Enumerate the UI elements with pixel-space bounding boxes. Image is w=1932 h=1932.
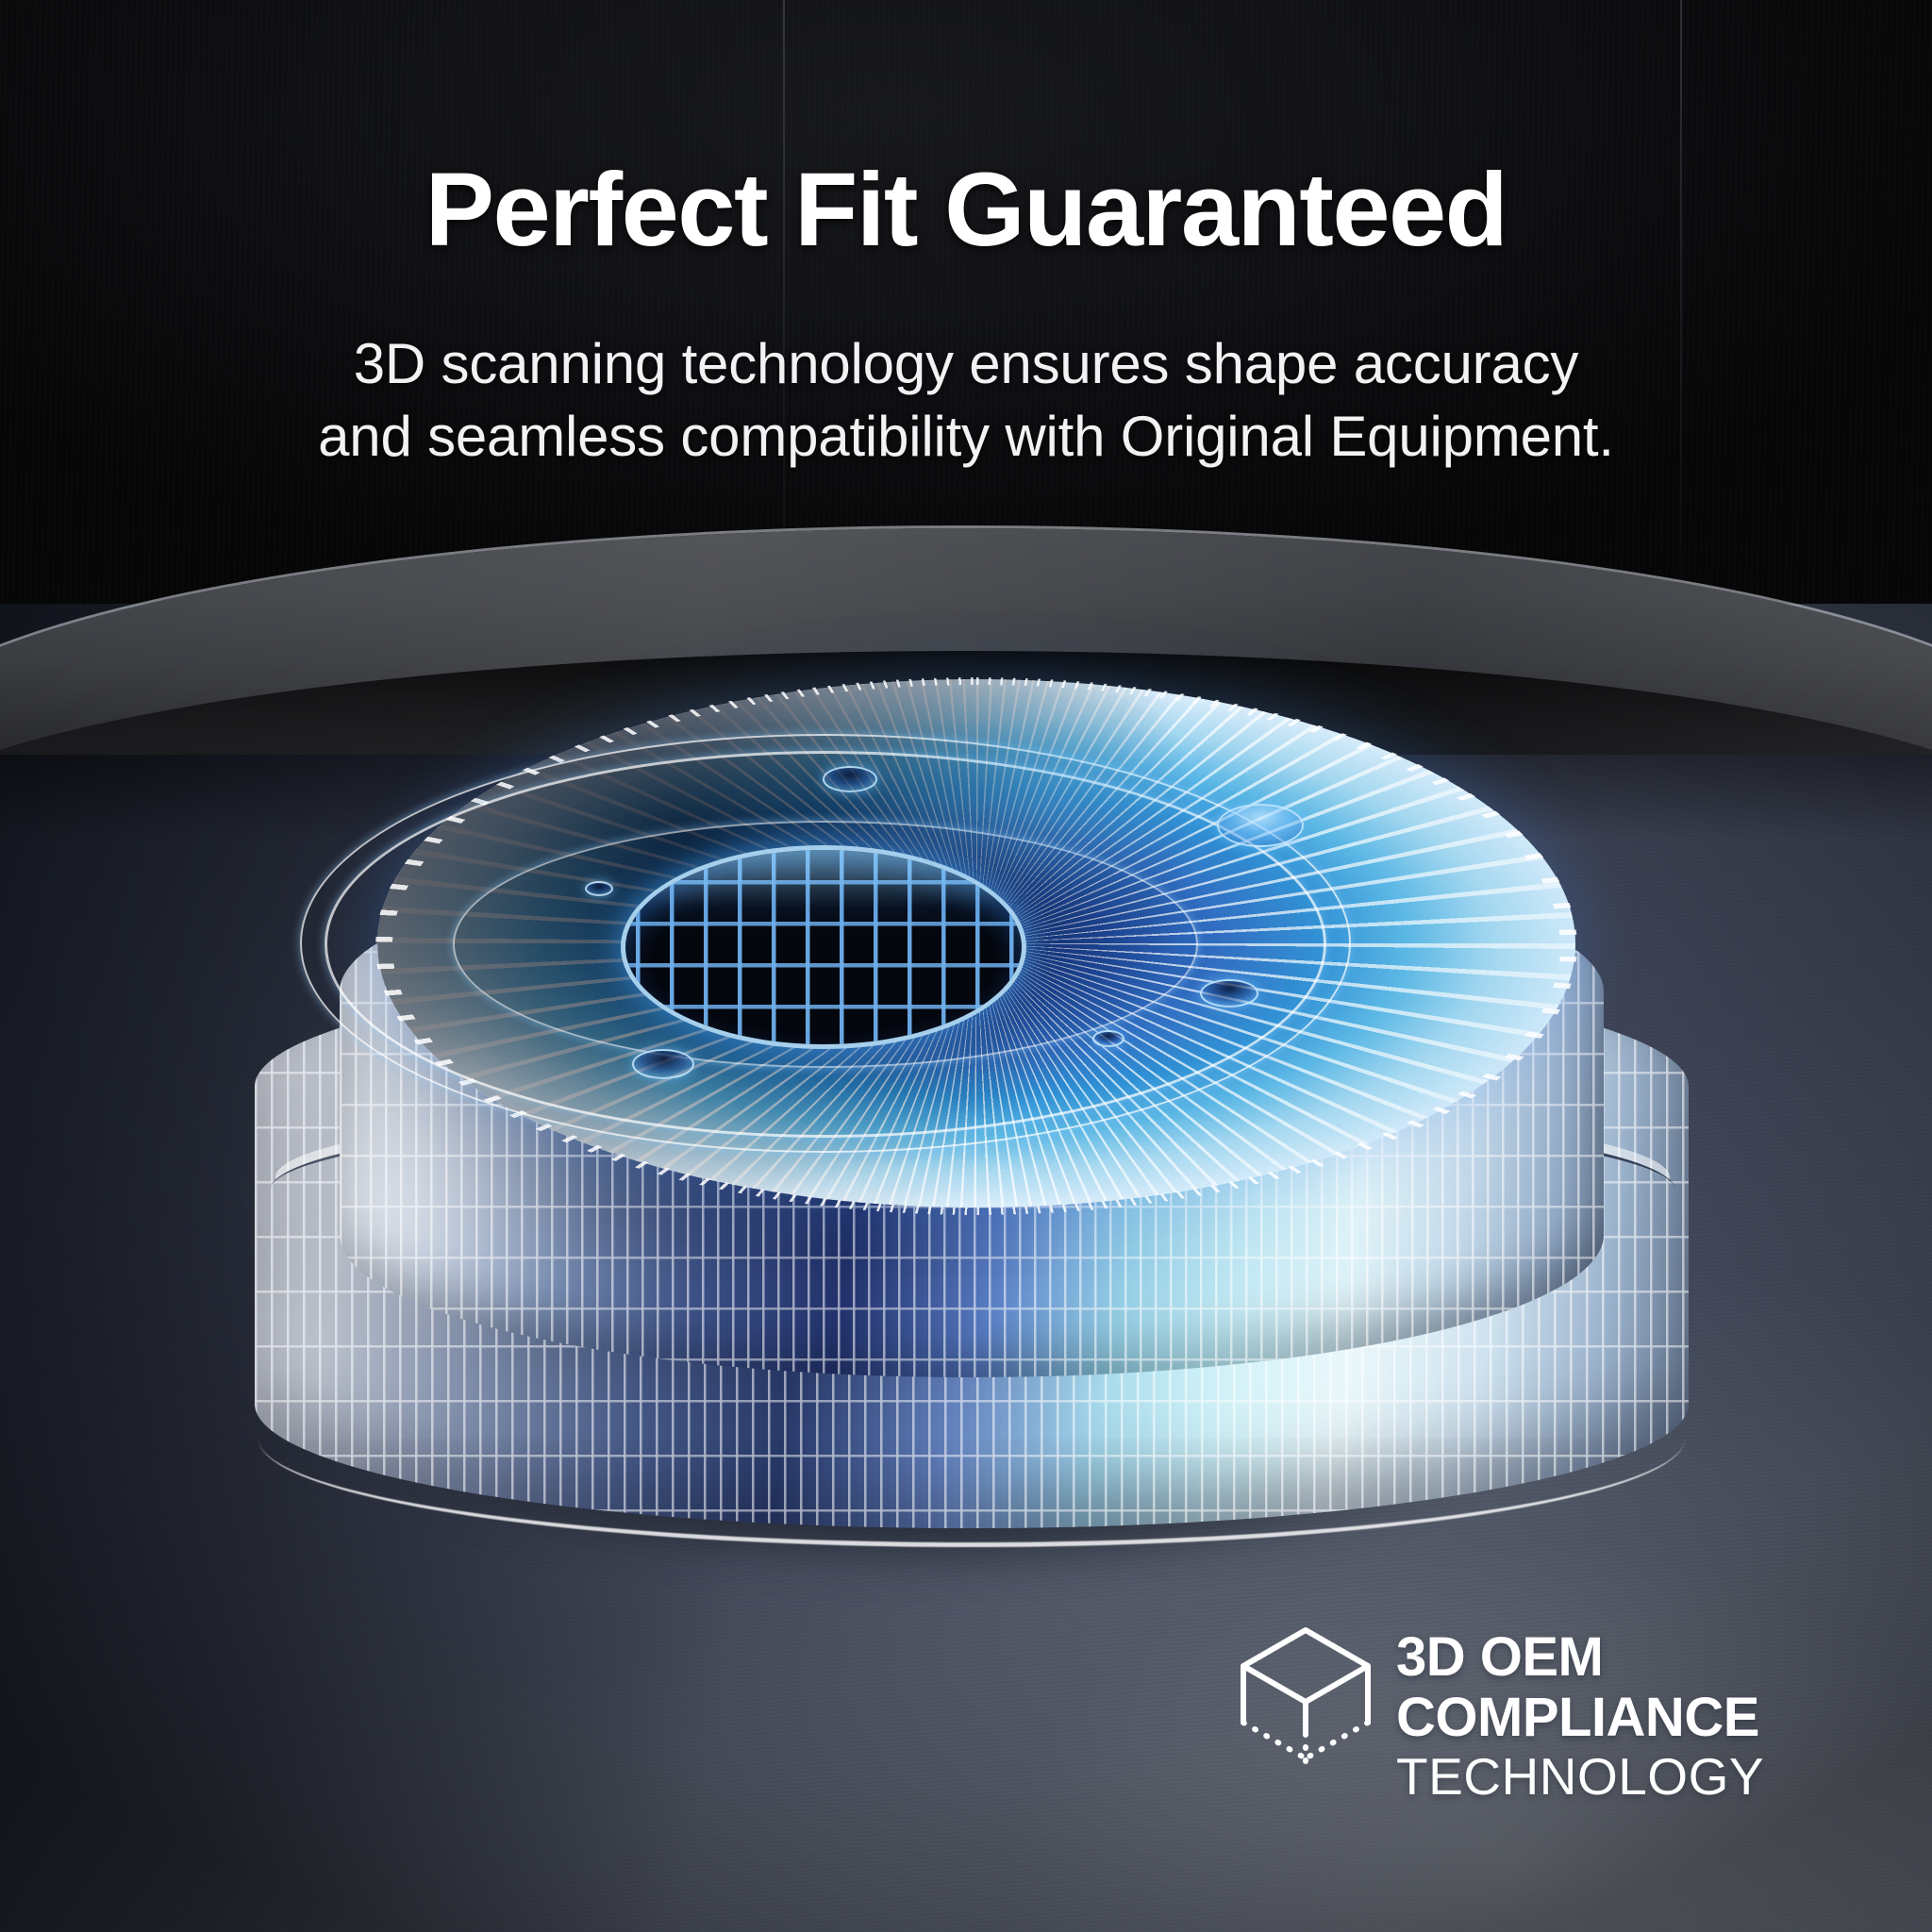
drum-ring-outer bbox=[300, 734, 1351, 1153]
logo-wordmark: 3D OEM COMPLIANCE TECHNOLOGY bbox=[1396, 1621, 1764, 1803]
bolt-hole bbox=[1200, 979, 1258, 1008]
brand-logo-lockup: 3D OEM COMPLIANCE TECHNOLOGY bbox=[1236, 1621, 1840, 1828]
wall-panel-seam-left bbox=[783, 0, 785, 596]
drum-center-bore bbox=[621, 845, 1026, 1049]
bolt-hole bbox=[1092, 1030, 1124, 1047]
subtitle-line-1: 3D scanning technology ensures shape acc… bbox=[353, 332, 1579, 395]
logo-line-3: TECHNOLOGY bbox=[1396, 1747, 1765, 1806]
brake-drum-3d-model bbox=[217, 651, 1717, 1698]
drum-bottom-rim bbox=[258, 1330, 1685, 1547]
page-subtitle: 3D scanning technology ensures shape acc… bbox=[0, 328, 1932, 474]
bolt-hole bbox=[585, 881, 613, 896]
wireframe-cube-icon bbox=[1241, 1627, 1371, 1769]
logo-line-2: COMPLIANCE bbox=[1396, 1687, 1759, 1748]
bolt-hole bbox=[632, 1049, 694, 1079]
drum-glow-bottom bbox=[887, 1208, 1547, 1528]
bolt-hole bbox=[823, 766, 877, 792]
backdrop-wall-texture bbox=[0, 0, 1932, 604]
bolt-hole bbox=[1217, 804, 1304, 847]
subtitle-line-2: and seamless compatibility with Original… bbox=[318, 404, 1614, 468]
drum-glow-top bbox=[755, 651, 1340, 934]
drum-glow-left bbox=[217, 943, 651, 1434]
bore-lip-highlight bbox=[625, 850, 1022, 932]
page-title: Perfect Fit Guaranteed bbox=[425, 152, 1508, 268]
drum-ring-inner bbox=[453, 821, 1198, 1068]
wall-panel-seam-right bbox=[1680, 0, 1682, 596]
logo-line-1: 3D OEM bbox=[1396, 1626, 1604, 1688]
backdrop-wall bbox=[0, 0, 1932, 604]
drum-ring-mid bbox=[325, 751, 1326, 1138]
